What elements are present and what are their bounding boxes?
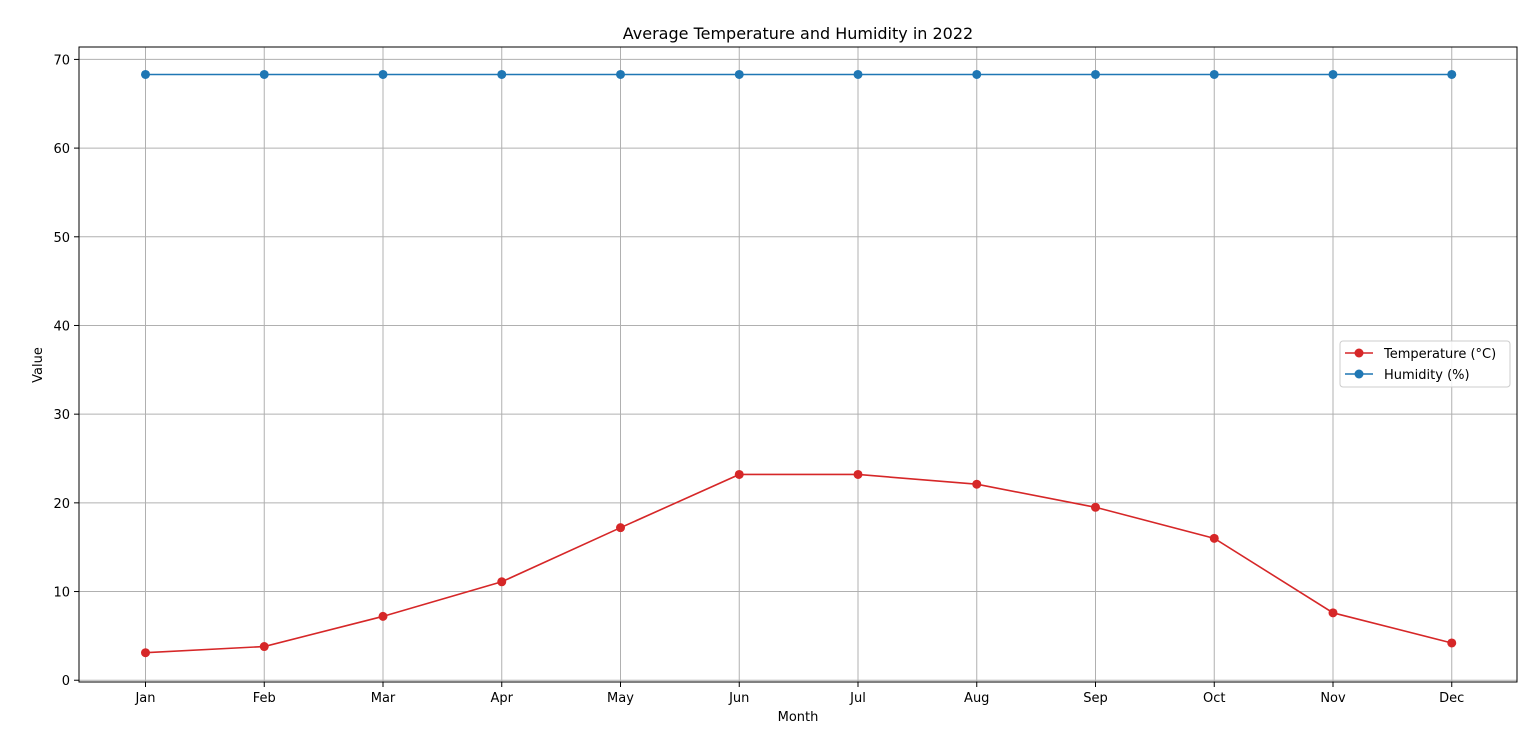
legend-item: Temperature (°C) bbox=[1345, 347, 1496, 362]
x-tick-label: Mar bbox=[371, 691, 396, 706]
data-point bbox=[1447, 638, 1457, 648]
x-axis-label: Month bbox=[778, 710, 819, 725]
series-temperature bbox=[141, 469, 1457, 658]
series-humidity bbox=[141, 69, 1457, 79]
y-tick-label: 70 bbox=[53, 53, 70, 68]
data-point bbox=[1091, 502, 1100, 512]
data-point bbox=[259, 69, 269, 79]
x-tick-label: Sep bbox=[1083, 691, 1108, 706]
x-tick-label: Feb bbox=[253, 691, 276, 706]
data-point bbox=[616, 523, 625, 533]
x-tick-label: Jun bbox=[728, 691, 749, 706]
y-tick-label: 50 bbox=[53, 231, 70, 246]
x-tick-label: Nov bbox=[1320, 691, 1346, 706]
data-point bbox=[1209, 533, 1219, 543]
legend: Temperature (°C) Humidity (%) bbox=[1339, 340, 1511, 388]
data-point bbox=[1209, 69, 1219, 79]
legend-item: Humidity (%) bbox=[1345, 368, 1470, 383]
y-axis-label: Value bbox=[31, 347, 46, 383]
legend-marker bbox=[1354, 369, 1364, 379]
y-tick-label: 60 bbox=[53, 142, 70, 157]
grid bbox=[79, 47, 1517, 682]
data-point bbox=[141, 648, 150, 658]
data-point bbox=[1328, 69, 1338, 79]
data-point bbox=[734, 69, 744, 79]
x-tick-label: Aug bbox=[964, 691, 989, 706]
data-point bbox=[853, 69, 863, 79]
x-tick-label: Oct bbox=[1203, 691, 1225, 706]
data-point bbox=[1091, 69, 1100, 79]
data-point bbox=[734, 469, 744, 479]
data-point bbox=[378, 69, 388, 79]
data-point bbox=[972, 479, 982, 489]
x-tick-label: Dec bbox=[1439, 691, 1464, 706]
x-tick-label: May bbox=[607, 691, 634, 706]
data-point bbox=[853, 469, 863, 479]
y-tick-label: 30 bbox=[53, 408, 70, 423]
legend-label: Temperature (°C) bbox=[1383, 347, 1496, 362]
legend-label: Humidity (%) bbox=[1384, 368, 1470, 383]
x-tick-label: Apr bbox=[491, 691, 514, 706]
legend-box bbox=[1339, 340, 1511, 388]
data-point bbox=[1328, 608, 1338, 618]
x-tick-label: Jan bbox=[134, 691, 155, 706]
data-point bbox=[497, 69, 507, 79]
ticks: Jan Feb Mar Apr May Jun Jul Aug Sep Oct Nov Dec 0 10 2… bbox=[53, 53, 1464, 706]
legend-marker bbox=[1354, 348, 1364, 358]
data-point bbox=[259, 642, 269, 652]
series-layer bbox=[141, 69, 1457, 658]
plot-frame bbox=[78, 46, 1518, 683]
data-point bbox=[378, 611, 388, 621]
y-tick-label: 10 bbox=[53, 586, 70, 601]
y-tick-label: 0 bbox=[62, 674, 70, 689]
data-point bbox=[616, 69, 625, 79]
series-line bbox=[145, 473, 1452, 654]
x-tick-label: Jul bbox=[849, 691, 866, 706]
y-tick-label: 40 bbox=[53, 319, 70, 334]
data-point bbox=[1447, 69, 1457, 79]
data-point bbox=[497, 577, 507, 587]
chart-title: Average Temperature and Humidity in 2022 bbox=[623, 24, 973, 43]
y-tick-label: 20 bbox=[53, 497, 70, 512]
data-point bbox=[141, 69, 150, 79]
data-point bbox=[972, 69, 982, 79]
